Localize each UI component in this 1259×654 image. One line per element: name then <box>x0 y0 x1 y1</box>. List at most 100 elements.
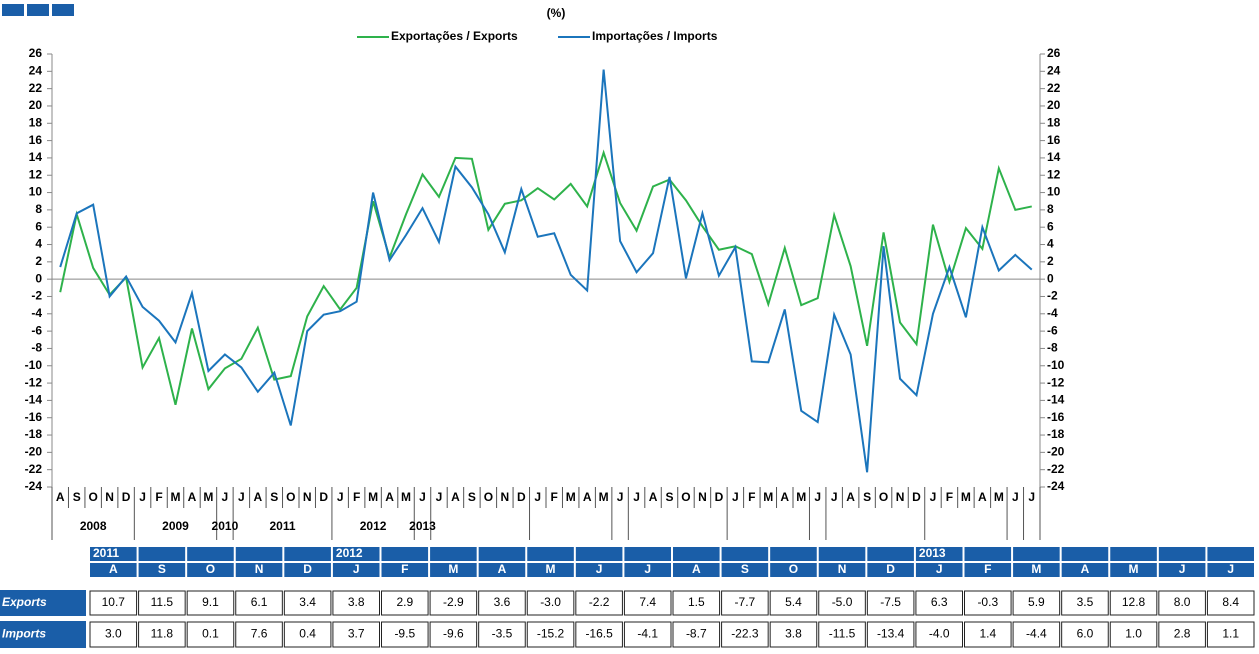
table-month: A <box>692 562 701 576</box>
x-tick-label: O <box>88 490 97 504</box>
x-tick-label: N <box>698 490 707 504</box>
y2-tick-label: 16 <box>1047 133 1061 147</box>
header-cell <box>721 547 769 561</box>
table-cell <box>526 621 575 648</box>
table-month: O <box>206 562 215 576</box>
table-value: -4.0 <box>929 627 950 641</box>
table-cell <box>381 621 429 648</box>
table-cell <box>283 590 332 616</box>
y-tick-label: -22 <box>25 462 43 476</box>
y2-tick-label: -2 <box>1047 289 1058 303</box>
x-tick-label: F <box>946 490 953 504</box>
year-label: 2011 <box>270 519 296 533</box>
header-cell <box>575 563 623 577</box>
header-cell <box>1110 547 1157 561</box>
table-value: 0.1 <box>202 627 219 641</box>
table-value: 9.1 <box>202 595 219 609</box>
y2-tick-label: 14 <box>1047 150 1061 164</box>
y2-tick-label: 18 <box>1047 115 1061 129</box>
table-month: S <box>741 562 749 576</box>
table-value: -4.1 <box>637 627 658 641</box>
y-tick-label: 16 <box>29 133 43 147</box>
x-tick-label: A <box>978 490 987 504</box>
table-cell <box>332 590 380 616</box>
x-tick-label: F <box>551 490 558 504</box>
x-tick-label: M <box>763 490 773 504</box>
x-tick-label: A <box>188 490 197 504</box>
table-cell <box>429 621 478 648</box>
y2-tick-label: -20 <box>1047 445 1065 459</box>
header-cell <box>867 547 914 561</box>
y-tick-label: 0 <box>35 271 42 285</box>
table-month: M <box>448 562 458 576</box>
table-cell <box>769 621 818 648</box>
table-value: -0.3 <box>977 595 998 609</box>
table-value: 0.4 <box>299 627 316 641</box>
y2-tick-label: 0 <box>1047 271 1054 285</box>
y-tick-label: 8 <box>35 202 42 216</box>
header-cell <box>332 563 380 577</box>
table-cell <box>866 590 915 616</box>
table-month: M <box>546 562 556 576</box>
table-value: 6.1 <box>251 595 268 609</box>
table-cell <box>429 590 478 616</box>
y-tick-label: -2 <box>31 289 42 303</box>
table-value: -15.2 <box>537 627 565 641</box>
menu-icon <box>2 4 74 16</box>
table-cell <box>915 621 964 648</box>
table-cell <box>818 590 866 616</box>
x-tick-label: D <box>517 490 526 504</box>
header-cell <box>430 547 477 561</box>
header-cell <box>478 563 526 577</box>
table-value: 3.8 <box>785 627 802 641</box>
y-tick-label: 24 <box>29 63 43 77</box>
header-cell <box>90 563 137 577</box>
x-tick-label: A <box>846 490 855 504</box>
table-value: 3.7 <box>348 627 365 641</box>
table-month: A <box>1081 562 1090 576</box>
table-value: -11.5 <box>829 627 856 641</box>
y-tick-label: -10 <box>25 358 43 372</box>
year-label: 2008 <box>80 519 107 533</box>
x-tick-label: M <box>599 490 609 504</box>
y-tick-label: -12 <box>25 375 43 389</box>
header-cell <box>673 547 720 561</box>
table-value: -13.4 <box>877 627 905 641</box>
header-cell <box>1207 563 1254 577</box>
header-cell <box>527 563 574 577</box>
table-cell <box>138 621 186 648</box>
table-value: 3.4 <box>299 595 316 609</box>
x-tick-label: A <box>649 490 658 504</box>
y2-tick-label: 6 <box>1047 219 1054 233</box>
table-value: 10.7 <box>102 595 126 609</box>
y-tick-label: 14 <box>29 150 43 164</box>
x-tick-label: M <box>368 490 378 504</box>
table-value: 8.4 <box>1222 595 1239 609</box>
table-month: N <box>838 562 847 576</box>
header-cell <box>915 547 963 561</box>
table-value: 1.0 <box>1125 627 1142 641</box>
table-cell <box>235 621 283 648</box>
x-tick-label: M <box>961 490 971 504</box>
table-cell <box>1109 590 1158 616</box>
y2-tick-label: -8 <box>1047 341 1058 355</box>
x-tick-label: J <box>1028 490 1035 504</box>
x-tick-label: S <box>73 490 81 504</box>
y2-tick-label: -18 <box>1047 427 1065 441</box>
table-month: F <box>984 562 991 576</box>
header-cell <box>1110 563 1157 577</box>
y2-tick-label: -6 <box>1047 323 1058 337</box>
x-tick-label: F <box>155 490 162 504</box>
x-tick-label: M <box>994 490 1004 504</box>
header-cell <box>624 563 671 577</box>
y-tick-label: 2 <box>35 254 42 268</box>
table-cell <box>964 590 1012 616</box>
y2-tick-label: 4 <box>1047 237 1054 251</box>
table-month: J <box>1227 562 1234 576</box>
table-value: 6.0 <box>1077 627 1094 641</box>
table-value: -8.7 <box>686 627 707 641</box>
table-value: 1.4 <box>979 627 996 641</box>
header-cell <box>1013 563 1060 577</box>
x-tick-label: J <box>814 490 821 504</box>
